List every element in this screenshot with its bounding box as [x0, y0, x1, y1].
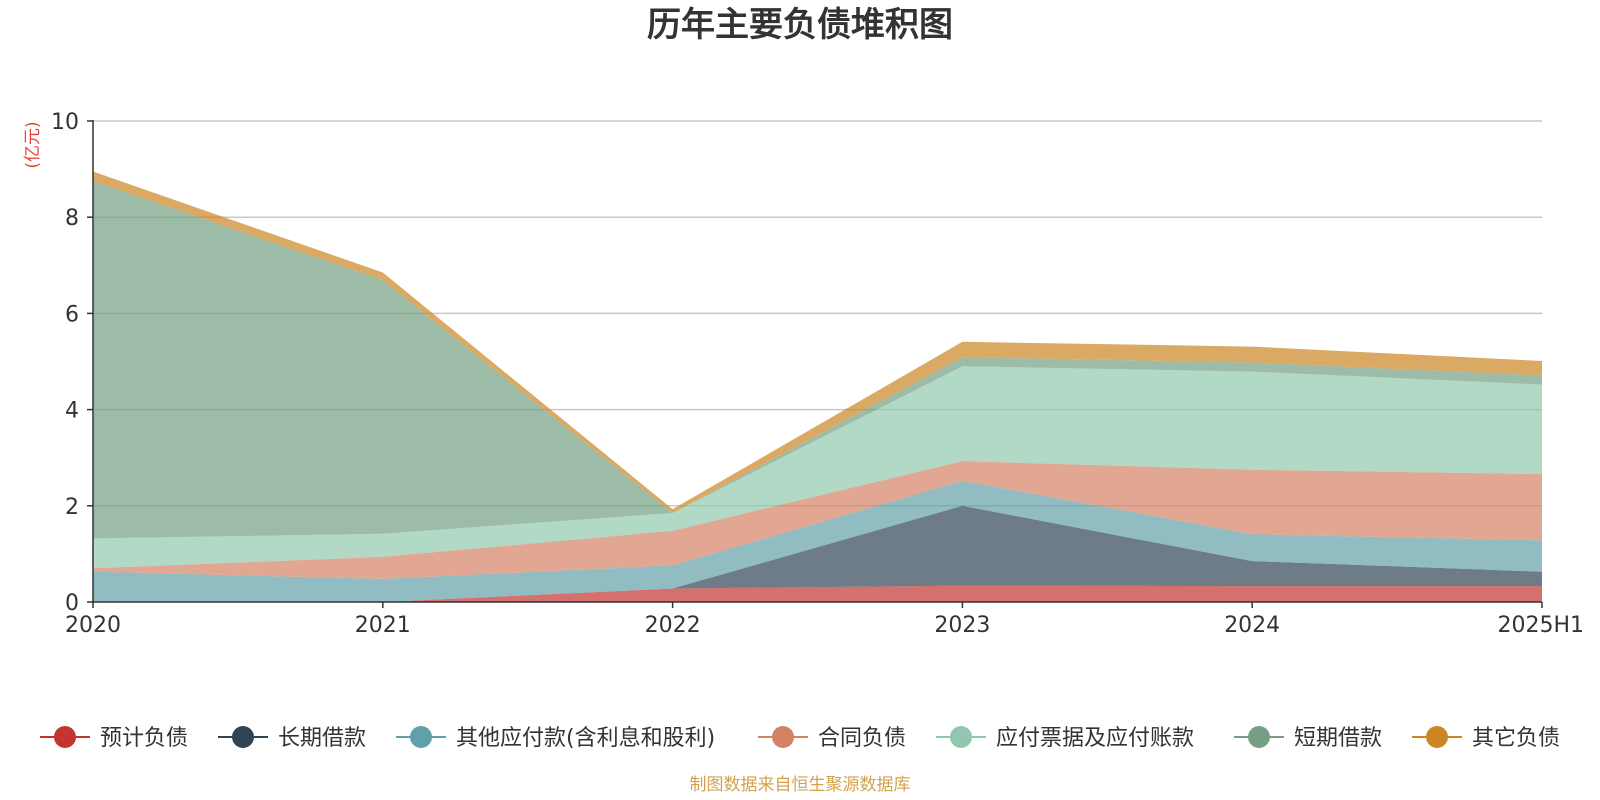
area-series-4 — [93, 461, 1542, 579]
legend[interactable]: 预计负债 长期借款 其他应付款(含利息和股利) 合同负债 应付票据及应付账款 短期借款 其它… — [40, 726, 1560, 751]
y-tick-label: 6 — [65, 302, 79, 327]
legend-label: 合同负债 — [818, 726, 906, 751]
y-axis-unit-label: (亿元) — [23, 121, 43, 168]
area-series-2 — [93, 505, 1542, 602]
y-tick-label: 2 — [65, 495, 79, 520]
area-series-6 — [93, 181, 1542, 539]
legend-marker — [54, 726, 76, 748]
legend-marker — [950, 726, 972, 748]
legend-label: 长期借款 — [278, 726, 366, 751]
x-tick-label: 2025H1 — [1497, 613, 1584, 638]
x-tick-label: 2021 — [355, 613, 411, 638]
area-series-5 — [93, 366, 1542, 569]
legend-label: 其他应付款(含利息和股利) — [456, 726, 715, 751]
y-tick-label: 4 — [65, 399, 79, 424]
chart-title: 历年主要负债堆积图 — [647, 5, 953, 45]
axes: 0 2 4 6 8 10 2020 2021 2022 2023 2024 2025H1 — [51, 110, 1584, 638]
legend-item[interactable]: 短期借款 — [1234, 726, 1382, 751]
area-series-group — [93, 171, 1542, 602]
legend-label: 短期借款 — [1294, 726, 1382, 751]
x-tick-label: 2024 — [1224, 613, 1280, 638]
legend-item[interactable]: 应付票据及应付账款 — [936, 726, 1194, 751]
legend-item[interactable]: 其他应付款(含利息和股利) — [396, 726, 715, 751]
legend-marker — [772, 726, 794, 748]
area-series-3 — [93, 480, 1542, 602]
legend-item[interactable]: 合同负债 — [758, 726, 906, 751]
y-tick-label: 10 — [51, 110, 79, 135]
legend-item[interactable]: 其它负债 — [1412, 726, 1560, 751]
legend-label: 预计负债 — [100, 726, 188, 751]
x-tick-label: 2020 — [65, 613, 121, 638]
legend-marker — [232, 726, 254, 748]
legend-label: 其它负债 — [1472, 726, 1560, 751]
legend-label: 应付票据及应付账款 — [996, 726, 1194, 751]
data-source-note: 制图数据来自恒生聚源数据库 — [690, 775, 911, 795]
x-tick-label: 2022 — [645, 613, 701, 638]
legend-marker — [1426, 726, 1448, 748]
legend-marker — [410, 726, 432, 748]
x-tick-label: 2023 — [934, 613, 990, 638]
legend-marker — [1248, 726, 1270, 748]
y-tick-label: 8 — [65, 206, 79, 231]
y-tick-label: 0 — [65, 591, 79, 616]
legend-item[interactable]: 长期借款 — [218, 726, 366, 751]
legend-item[interactable]: 预计负债 — [40, 726, 188, 751]
area-series-1 — [93, 585, 1542, 602]
